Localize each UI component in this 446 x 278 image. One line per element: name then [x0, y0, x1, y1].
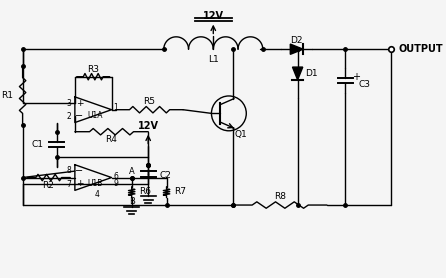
Text: U1B: U1B: [87, 178, 103, 188]
Text: 6: 6: [113, 172, 118, 181]
Text: 3: 3: [66, 99, 71, 108]
Polygon shape: [290, 44, 303, 54]
Text: 12V: 12V: [138, 121, 159, 131]
Text: +: +: [76, 180, 83, 188]
Text: OUTPUT: OUTPUT: [398, 44, 443, 54]
Text: R6: R6: [139, 187, 151, 196]
Text: +: +: [76, 99, 83, 108]
Text: 8: 8: [66, 166, 71, 175]
Text: B: B: [129, 197, 135, 206]
Text: U1A: U1A: [87, 111, 103, 120]
Text: −: −: [75, 111, 83, 121]
Text: −: −: [75, 166, 83, 176]
Text: L1: L1: [208, 55, 219, 64]
Text: R2: R2: [42, 181, 54, 190]
Text: +: +: [352, 72, 360, 82]
Polygon shape: [293, 67, 303, 80]
Text: D1: D1: [305, 70, 318, 78]
Text: R5: R5: [143, 97, 155, 106]
Text: 1: 1: [113, 103, 118, 112]
Text: R1: R1: [1, 91, 13, 100]
Text: A: A: [129, 167, 135, 176]
Text: R7: R7: [174, 187, 186, 196]
Text: 12V: 12V: [203, 11, 224, 21]
Text: R8: R8: [274, 192, 286, 201]
Text: 7: 7: [66, 180, 71, 189]
Text: 4: 4: [95, 190, 99, 199]
Text: D2: D2: [290, 36, 303, 46]
Text: 9: 9: [113, 180, 118, 188]
Text: C2: C2: [159, 171, 171, 180]
Text: R3: R3: [87, 65, 99, 74]
Text: 2: 2: [66, 112, 71, 121]
Text: R4: R4: [106, 135, 117, 143]
Text: C3: C3: [358, 80, 370, 90]
Text: Q1: Q1: [234, 130, 247, 139]
Text: C1: C1: [32, 140, 44, 149]
